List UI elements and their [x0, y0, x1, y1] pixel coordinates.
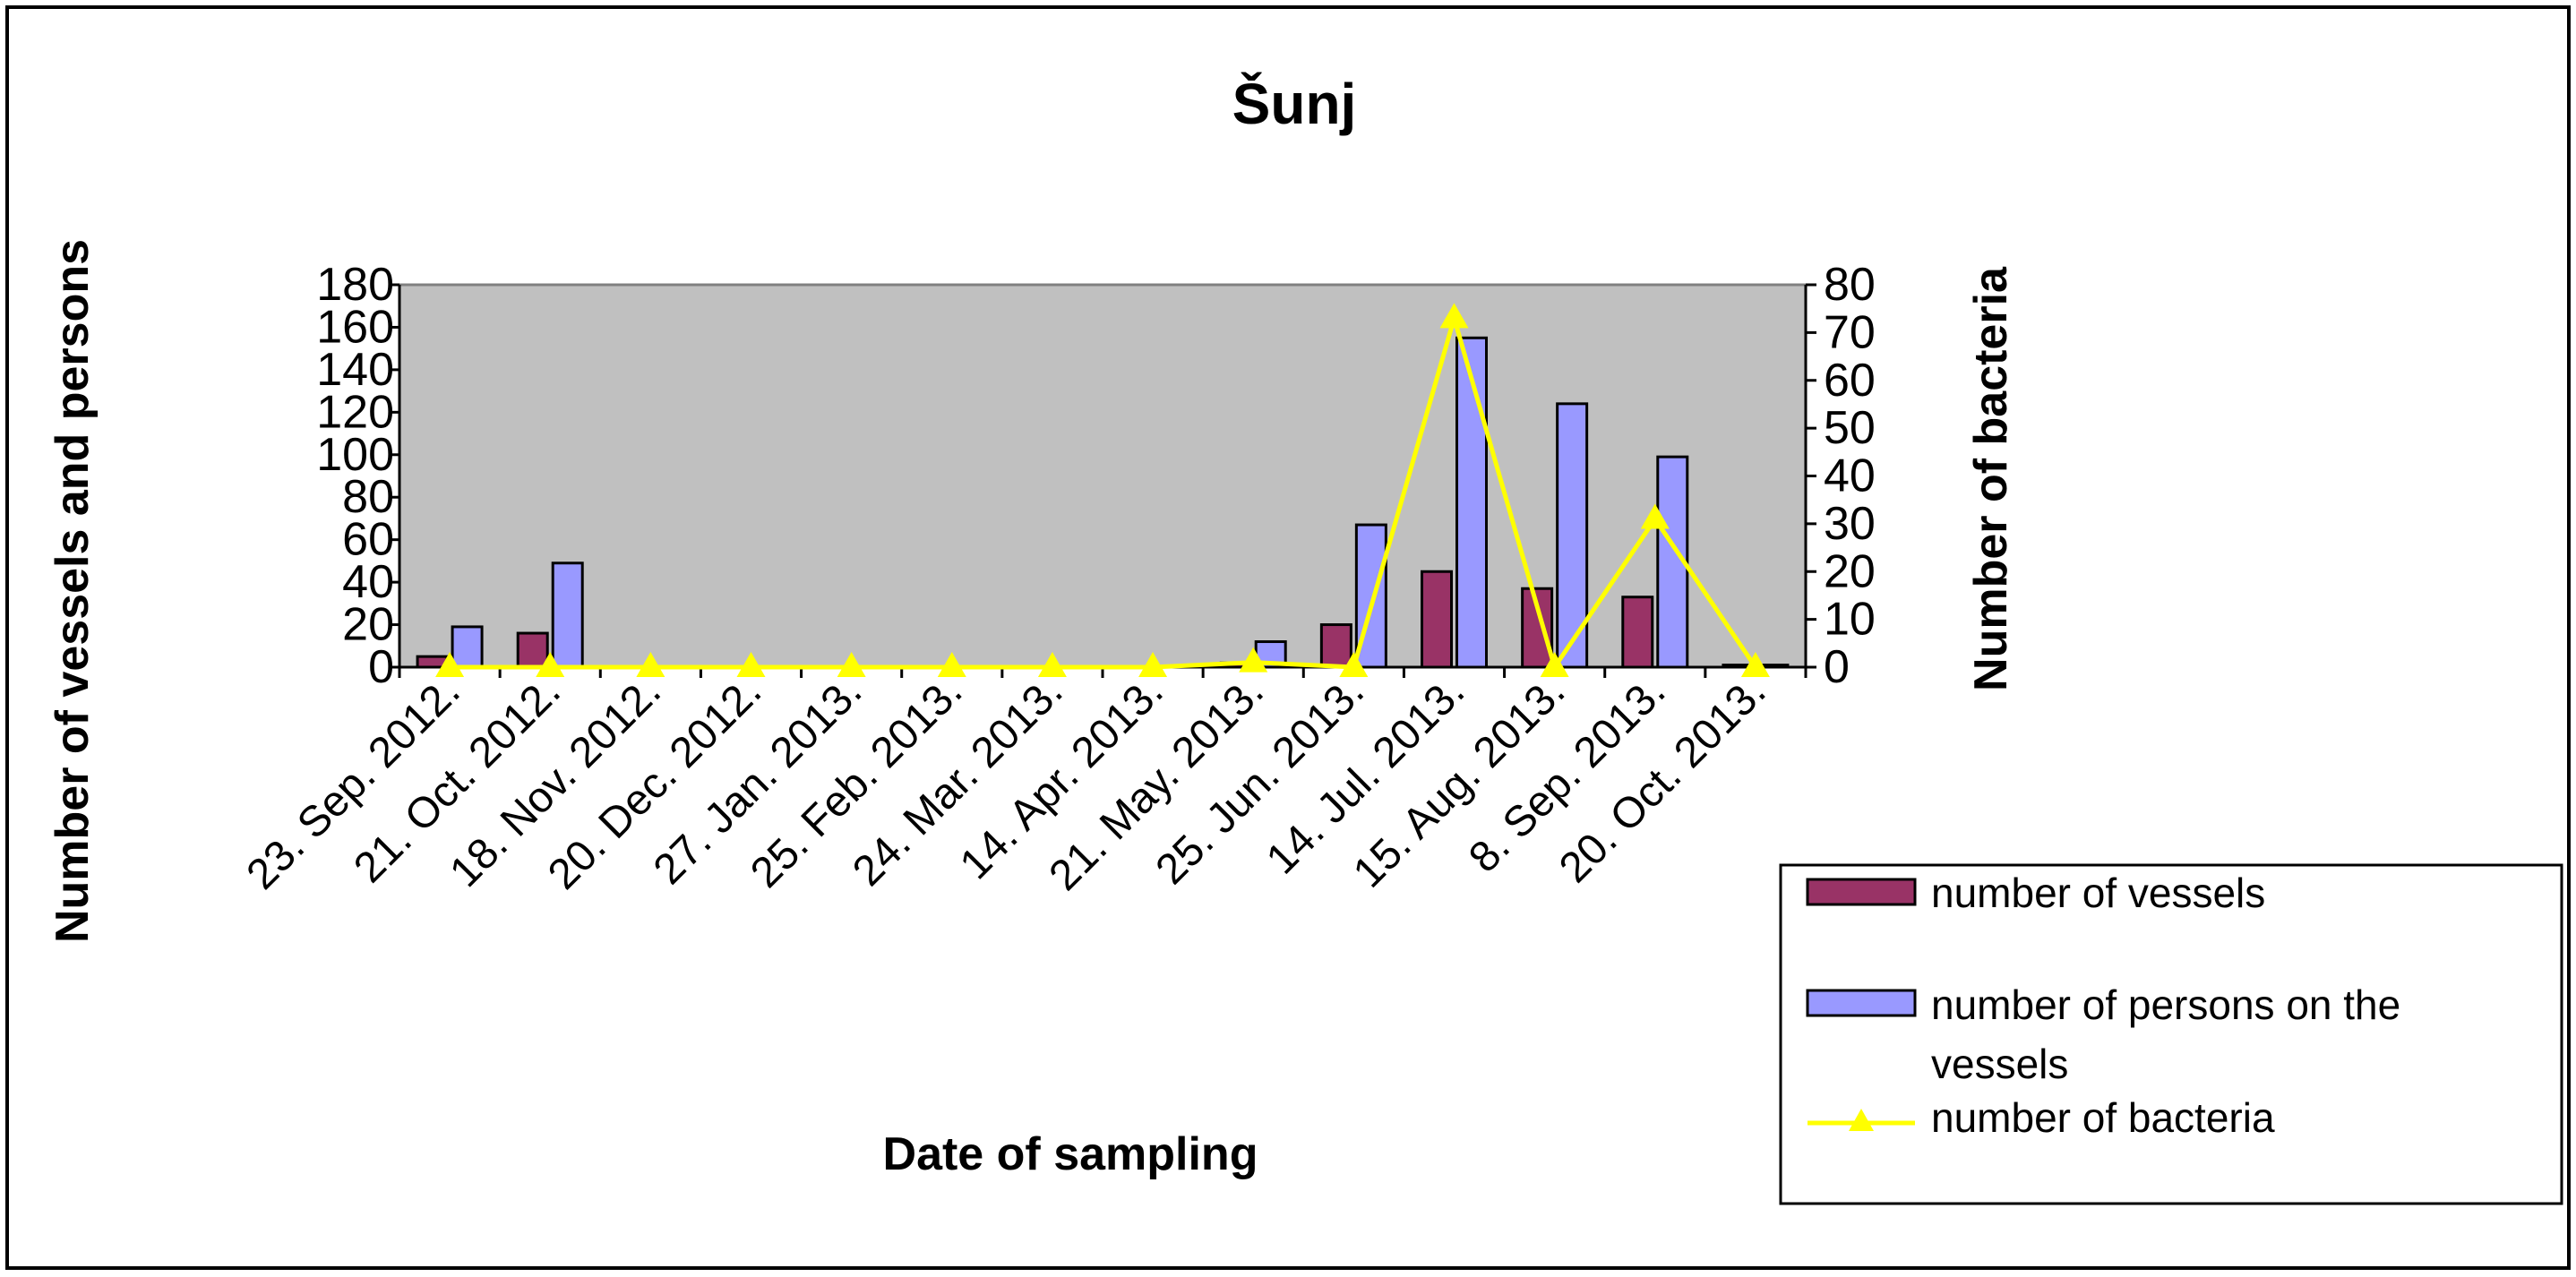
y2-tick-label-8: 80	[1824, 259, 1876, 311]
bacteria-marker-9	[1339, 652, 1369, 677]
chart-title: Šunj	[1232, 71, 1357, 136]
bacteria-marker-3	[736, 652, 766, 677]
y-tick-label-8: 160	[316, 301, 394, 353]
legend-swatch-vessels	[1806, 878, 1917, 906]
bacteria-marker-8	[1239, 647, 1268, 673]
y2-tick-label-7: 70	[1824, 306, 1876, 358]
y2-axis-title: Number of bacteria	[1965, 266, 2017, 691]
bacteria-marker-12	[1640, 503, 1670, 529]
y-tick-label-4: 80	[342, 471, 394, 523]
bacteria-marker-4	[837, 652, 866, 677]
legend-swatch-persons	[1806, 989, 1917, 1017]
x-axis-title: Date of sampling	[883, 1128, 1258, 1180]
bar-persons-0	[451, 625, 484, 669]
y2-tick-label-5: 50	[1824, 402, 1876, 454]
bar-vessels-1	[516, 631, 549, 669]
bacteria-marker-2	[636, 652, 665, 677]
y-tick-label-7: 140	[316, 344, 394, 396]
y-tick-label-9: 180	[316, 259, 394, 311]
y2-tick-label-6: 60	[1824, 355, 1876, 407]
y2-tick-label-2: 20	[1824, 545, 1876, 597]
bacteria-marker-0	[435, 652, 465, 677]
y-tick-label-3: 60	[342, 514, 394, 566]
y-tick-label-1: 20	[342, 599, 394, 651]
legend-label-persons-line-2: vessels	[1931, 1041, 2068, 1087]
y2-tick-label-3: 30	[1824, 498, 1876, 550]
bacteria-marker-11	[1540, 652, 1569, 677]
bar-vessels-12	[1621, 596, 1654, 669]
legend-label-persons: number of persons on the vessels	[1931, 981, 2412, 1087]
bacteria-marker-1	[536, 652, 565, 677]
bacteria-marker-13	[1740, 652, 1770, 677]
bar-persons-1	[551, 561, 584, 669]
y-axis-title: Number of vessels and persons	[47, 239, 99, 943]
bacteria-marker-10	[1439, 303, 1469, 329]
y-tick-label-6: 120	[316, 386, 394, 438]
legend-label-persons-line-1: number of persons on the	[1931, 981, 2400, 1028]
y2-tick-label-1: 10	[1824, 594, 1876, 646]
legend-box	[1779, 863, 2563, 1205]
legend-label-bacteria: number of bacteria	[1931, 1094, 2275, 1141]
y-tick-label-0: 0	[368, 641, 394, 693]
y-tick-label-5: 100	[316, 429, 394, 481]
bar-vessels-9	[1319, 623, 1352, 669]
bar-persons-10	[1455, 336, 1488, 669]
y-tick-label-2: 40	[342, 556, 394, 608]
legend-label-vessels: number of vessels	[1931, 870, 2265, 916]
series-line-bacteria	[450, 315, 1757, 670]
y2-tick-label-4: 40	[1824, 450, 1876, 502]
bar-vessels-10	[1421, 570, 1453, 669]
legend: number of vessels number of persons on t…	[1779, 863, 2563, 1205]
bacteria-marker-7	[1138, 652, 1168, 677]
bacteria-marker-5	[937, 652, 966, 677]
y2-tick-label-0: 0	[1824, 641, 1850, 693]
legend-marker-bacteria	[1849, 1109, 1874, 1131]
bacteria-marker-6	[1037, 652, 1067, 677]
